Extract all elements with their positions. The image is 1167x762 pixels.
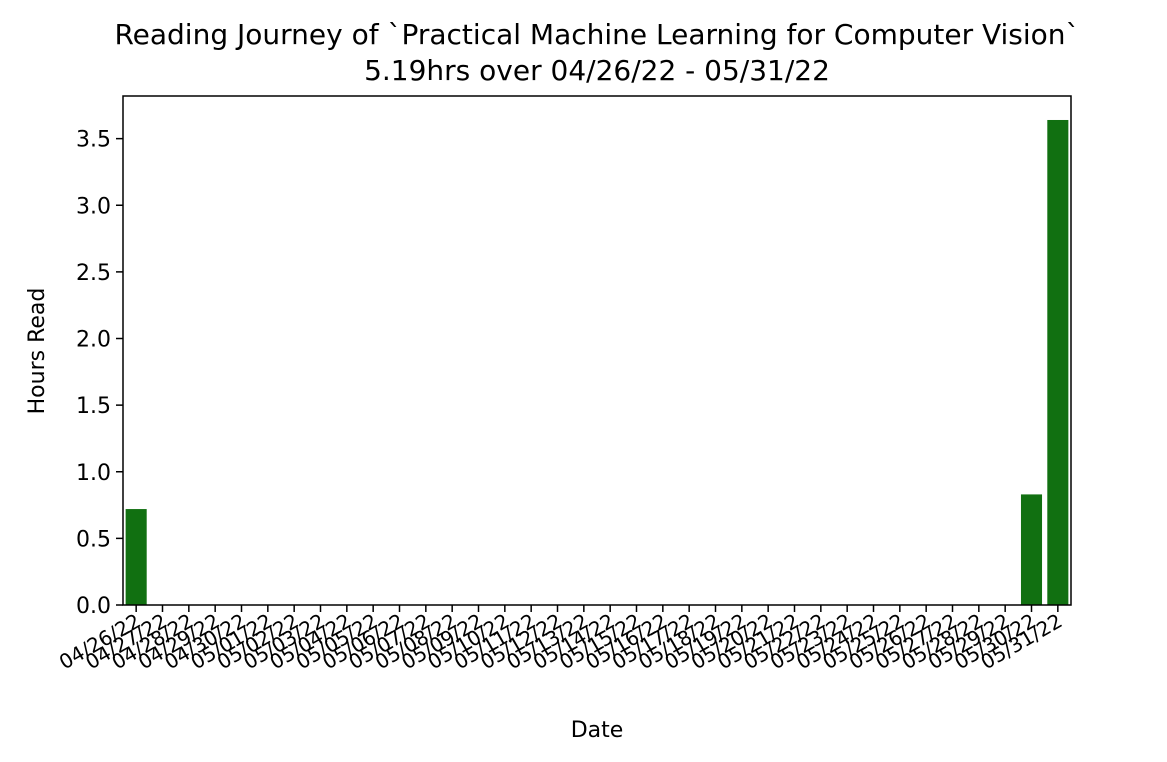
- y-tick-label: 3.0: [76, 194, 111, 219]
- y-axis-label: Hours Read: [25, 288, 50, 415]
- chart-subtitle: 5.19hrs over 04/26/22 - 05/31/22: [364, 54, 830, 87]
- y-tick-label: 2.5: [76, 261, 111, 286]
- y-axis: 0.0 0.5 1.0 1.5 2.0 2.5 3.0 3.5: [76, 128, 123, 619]
- y-tick-label: 1.0: [76, 461, 111, 486]
- y-tick-label: 0.5: [76, 527, 111, 552]
- x-axis-label: Date: [571, 718, 624, 743]
- bar: [1047, 119, 1069, 606]
- y-tick-label: 1.5: [76, 394, 111, 419]
- y-tick-label: 3.5: [76, 128, 111, 153]
- bar: [1020, 494, 1043, 605]
- chart-title: Reading Journey of `Practical Machine Le…: [114, 18, 1079, 51]
- plot-frame: [122, 95, 1072, 606]
- bars: [125, 119, 1069, 606]
- bar: [125, 509, 147, 605]
- y-tick-label: 0.0: [76, 594, 111, 619]
- x-axis: 04/26/2204/27/2204/28/2204/29/2204/30/22…: [55, 605, 1066, 674]
- y-tick-label: 2.0: [76, 328, 111, 353]
